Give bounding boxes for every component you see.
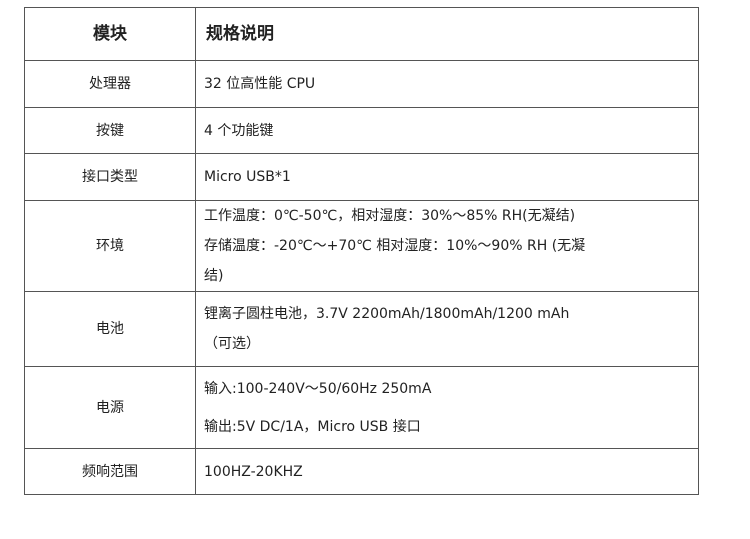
spec-cell: Micro USB*1	[195, 153, 699, 201]
spec-cell: 32 位高性能 CPU	[195, 60, 699, 108]
table-header-row: 模块 规格说明	[24, 7, 699, 61]
spec-line: 工作温度：0℃-50℃，相对湿度：30%～85% RH(无凝结)	[204, 208, 576, 224]
table-row: 电池 锂离子圆柱电池，3.7V 2200mAh/1800mAh/1200 mAh （…	[24, 291, 699, 367]
spec-cell: 100HZ-20KHZ	[195, 448, 699, 495]
spec-line: 100HZ-20KHZ	[204, 463, 303, 480]
spec-line: 结)	[204, 268, 224, 284]
spec-line: 4 个功能键	[204, 122, 274, 139]
table-row: 环境 工作温度：0℃-50℃，相对湿度：30%～85% RH(无凝结) 存储温度：-…	[24, 200, 699, 292]
table-row: 频响范围 100HZ-20KHZ	[24, 448, 699, 495]
spec-line: 输入:100-240V～50/60Hz 250mA	[204, 380, 432, 397]
table-row: 按键 4 个功能键	[24, 107, 699, 154]
spec-line: （可选）	[204, 336, 260, 352]
module-cell: 电源	[24, 366, 196, 449]
header-spec: 规格说明	[195, 7, 699, 61]
spec-table: 模块 规格说明 处理器 32 位高性能 CPU 按键 4 个功能键 接口类型 Micro …	[24, 7, 699, 495]
spec-line: Micro USB*1	[204, 169, 291, 185]
spec-line: 存储温度：-20℃～+70℃ 相对湿度：10%～90% RH (无凝	[204, 238, 586, 254]
module-cell: 按键	[24, 107, 196, 154]
spec-line: 32 位高性能 CPU	[204, 76, 316, 92]
table-row: 接口类型 Micro USB*1	[24, 153, 699, 201]
module-cell: 电池	[24, 291, 196, 367]
module-cell: 接口类型	[24, 153, 196, 201]
table-row: 处理器 32 位高性能 CPU	[24, 60, 699, 108]
spec-cell: 锂离子圆柱电池，3.7V 2200mAh/1800mAh/1200 mAh （可选…	[195, 291, 699, 367]
module-cell: 处理器	[24, 60, 196, 108]
spec-line: 输出:5V DC/1A，Micro USB 接口	[204, 418, 421, 435]
header-module: 模块	[24, 7, 196, 61]
table-row: 电源 输入:100-240V～50/60Hz 250mA 输出:5V DC/1A，M…	[24, 366, 699, 449]
spec-cell: 工作温度：0℃-50℃，相对湿度：30%～85% RH(无凝结) 存储温度：-20…	[195, 200, 699, 292]
module-cell: 环境	[24, 200, 196, 292]
spec-cell: 输入:100-240V～50/60Hz 250mA 输出:5V DC/1A，Mic…	[195, 366, 699, 449]
spec-cell: 4 个功能键	[195, 107, 699, 154]
module-cell: 频响范围	[24, 448, 196, 495]
spec-line: 锂离子圆柱电池，3.7V 2200mAh/1800mAh/1200 mAh	[204, 306, 570, 322]
